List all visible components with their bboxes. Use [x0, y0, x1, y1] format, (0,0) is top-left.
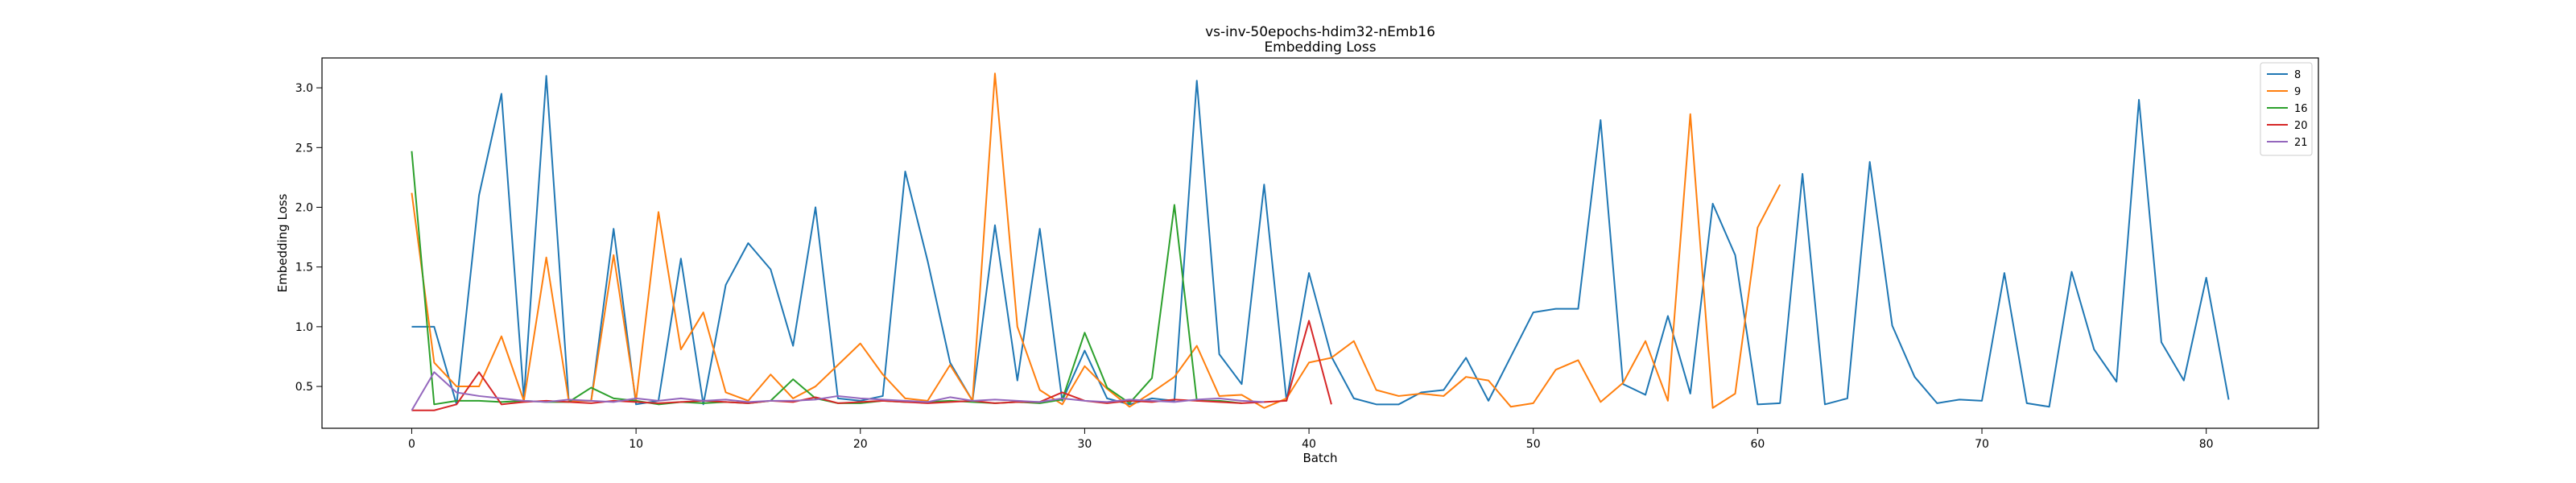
- y-axis: 0.5 1.0 1.5 2.0 2.5 3.0: [295, 82, 322, 394]
- legend-label-20: 20: [2294, 120, 2308, 132]
- x-tick-label: 40: [1302, 438, 1316, 451]
- plot-frame: [321, 57, 2319, 429]
- y-tick-label: 0.5: [295, 381, 313, 394]
- x-tick-label: 20: [853, 438, 868, 451]
- legend-label-21: 21: [2294, 137, 2308, 149]
- legend-label-9: 9: [2294, 86, 2301, 98]
- x-axis: 0 10 20 30 40 50 60 70 80: [408, 428, 2214, 451]
- series-layer: [411, 72, 2230, 411]
- y-tick-label: 1.0: [295, 321, 313, 334]
- legend-label-16: 16: [2294, 103, 2308, 115]
- y-axis-label: Embedding Loss: [275, 193, 290, 292]
- y-tick-label: 2.0: [295, 201, 313, 214]
- x-tick-label: 10: [629, 438, 643, 451]
- x-tick-label: 30: [1078, 438, 1092, 451]
- title-group: vs-inv-50epochs-hdim32-nEmb16 Embedding …: [1205, 24, 1435, 56]
- series-line-9: [411, 72, 1781, 409]
- x-tick-label: 80: [2199, 438, 2214, 451]
- x-tick-label: 0: [408, 438, 415, 451]
- legend: 8 9 16 20 21: [2260, 62, 2313, 156]
- y-tick-label: 2.5: [295, 142, 313, 155]
- legend-box: [2260, 62, 2313, 156]
- series-line-8: [411, 75, 2230, 408]
- series-line-20: [411, 320, 1332, 411]
- series-line-21: [411, 371, 1265, 411]
- y-tick-label: 1.5: [295, 262, 313, 275]
- plot-area: [321, 57, 2319, 429]
- x-axis-label: Batch: [1302, 451, 1337, 465]
- y-tick-label: 3.0: [295, 82, 313, 95]
- chart-title: vs-inv-50epochs-hdim32-nEmb16: [1205, 24, 1435, 40]
- x-tick-label: 60: [1750, 438, 1765, 451]
- x-tick-label: 50: [1526, 438, 1541, 451]
- x-tick-label: 70: [1975, 438, 1989, 451]
- series-line-16: [411, 151, 1242, 406]
- legend-label-8: 8: [2294, 69, 2301, 81]
- chart-subtitle: Embedding Loss: [1264, 39, 1376, 56]
